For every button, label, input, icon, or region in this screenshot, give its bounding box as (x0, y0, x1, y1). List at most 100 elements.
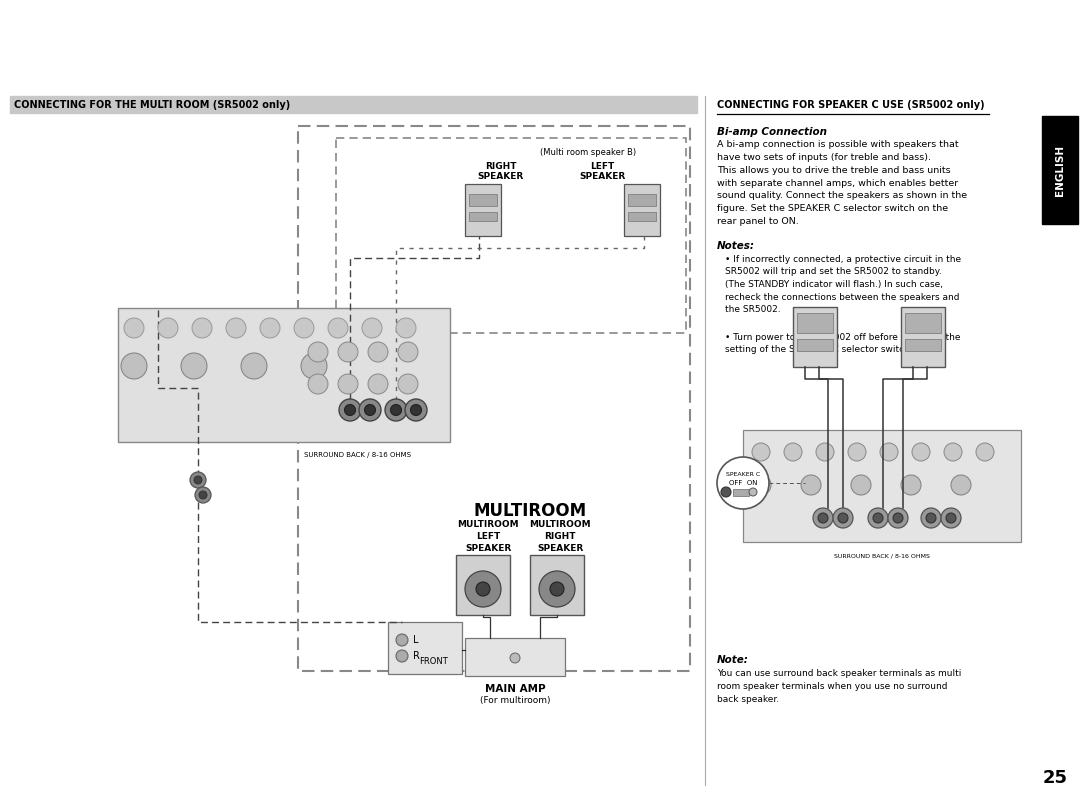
Bar (743, 430, 1021, 542)
Circle shape (951, 475, 971, 495)
Circle shape (717, 457, 769, 509)
Circle shape (410, 405, 421, 416)
Circle shape (818, 513, 828, 523)
Circle shape (801, 475, 821, 495)
Bar (905, 339, 941, 351)
Text: MULTIROOM
RIGHT
SPEAKER: MULTIROOM RIGHT SPEAKER (529, 520, 591, 553)
Text: MAIN AMP: MAIN AMP (485, 684, 545, 694)
Text: R: R (413, 651, 420, 661)
Circle shape (405, 399, 427, 421)
Text: (Multi room speaker B): (Multi room speaker B) (540, 148, 636, 157)
Circle shape (721, 487, 731, 497)
Text: Bi-amp Connection: Bi-amp Connection (717, 127, 827, 137)
Circle shape (294, 318, 314, 338)
Circle shape (901, 475, 921, 495)
Circle shape (338, 342, 357, 362)
Circle shape (362, 318, 382, 338)
Circle shape (873, 513, 883, 523)
Bar (793, 307, 837, 367)
Circle shape (241, 353, 267, 379)
Circle shape (944, 443, 962, 461)
Circle shape (880, 443, 897, 461)
Circle shape (384, 399, 407, 421)
Bar (465, 184, 501, 236)
Circle shape (399, 374, 418, 394)
Circle shape (848, 443, 866, 461)
Circle shape (833, 508, 853, 528)
Circle shape (396, 634, 408, 646)
Circle shape (194, 476, 202, 484)
Bar (797, 339, 833, 351)
Text: You can use surround back speaker terminals as multi
room speaker terminals when: You can use surround back speaker termin… (717, 669, 961, 704)
Circle shape (121, 353, 147, 379)
Circle shape (365, 405, 376, 416)
Text: 25: 25 (1042, 769, 1067, 787)
Circle shape (158, 318, 178, 338)
Text: (For multiroom): (For multiroom) (480, 696, 550, 705)
Text: OFF  ON: OFF ON (729, 480, 757, 486)
Circle shape (301, 353, 327, 379)
Text: Note:: Note: (717, 655, 748, 665)
Circle shape (399, 342, 418, 362)
Bar (456, 555, 510, 615)
Circle shape (260, 318, 280, 338)
Circle shape (190, 472, 206, 488)
Text: RIGHT
SPEAKER: RIGHT SPEAKER (477, 162, 524, 181)
Circle shape (308, 342, 328, 362)
Circle shape (339, 399, 361, 421)
Bar (10, 96, 697, 113)
Text: CONNECTING FOR THE MULTI ROOM (SR5002 only): CONNECTING FOR THE MULTI ROOM (SR5002 on… (14, 99, 291, 110)
Circle shape (368, 342, 388, 362)
Circle shape (751, 475, 771, 495)
Circle shape (888, 508, 908, 528)
Bar (469, 194, 497, 206)
Circle shape (912, 443, 930, 461)
Text: Notes:: Notes: (717, 241, 755, 251)
Bar (388, 622, 462, 674)
Circle shape (465, 571, 501, 607)
Circle shape (893, 513, 903, 523)
Circle shape (941, 508, 961, 528)
Circle shape (308, 374, 328, 394)
Circle shape (868, 508, 888, 528)
Circle shape (921, 508, 941, 528)
Circle shape (124, 318, 144, 338)
Bar (901, 307, 945, 367)
Circle shape (195, 487, 211, 503)
Circle shape (750, 488, 757, 496)
Text: L: L (413, 635, 419, 645)
Bar (733, 489, 750, 496)
Bar (336, 138, 686, 333)
Bar (530, 555, 584, 615)
Circle shape (946, 513, 956, 523)
Circle shape (926, 513, 936, 523)
Text: MULTIROOM: MULTIROOM (473, 502, 586, 520)
Circle shape (345, 405, 355, 416)
Circle shape (396, 650, 408, 662)
Circle shape (784, 443, 802, 461)
Circle shape (396, 318, 416, 338)
Bar (118, 308, 450, 442)
Bar (624, 184, 660, 236)
Bar (627, 212, 656, 221)
Bar (469, 212, 497, 221)
Circle shape (199, 491, 207, 499)
Bar (905, 313, 941, 333)
Circle shape (328, 318, 348, 338)
Circle shape (391, 405, 402, 416)
Text: ENGLISH: ENGLISH (1055, 144, 1065, 195)
Bar (298, 126, 690, 671)
Text: CONNECTING FOR SPEAKER C USE (SR5002 only): CONNECTING FOR SPEAKER C USE (SR5002 onl… (717, 99, 985, 110)
Circle shape (550, 582, 564, 596)
Text: • If incorrectly connected, a protective circuit in the
SR5002 will trip and set: • If incorrectly connected, a protective… (725, 255, 961, 314)
Text: SURROUND BACK / 8-16 OHMS: SURROUND BACK / 8-16 OHMS (303, 452, 410, 458)
Circle shape (816, 443, 834, 461)
Bar (627, 194, 656, 206)
Circle shape (752, 443, 770, 461)
Circle shape (539, 571, 575, 607)
Circle shape (838, 513, 848, 523)
Circle shape (192, 318, 212, 338)
Text: FRONT: FRONT (419, 657, 447, 666)
Bar (465, 638, 565, 676)
Circle shape (226, 318, 246, 338)
